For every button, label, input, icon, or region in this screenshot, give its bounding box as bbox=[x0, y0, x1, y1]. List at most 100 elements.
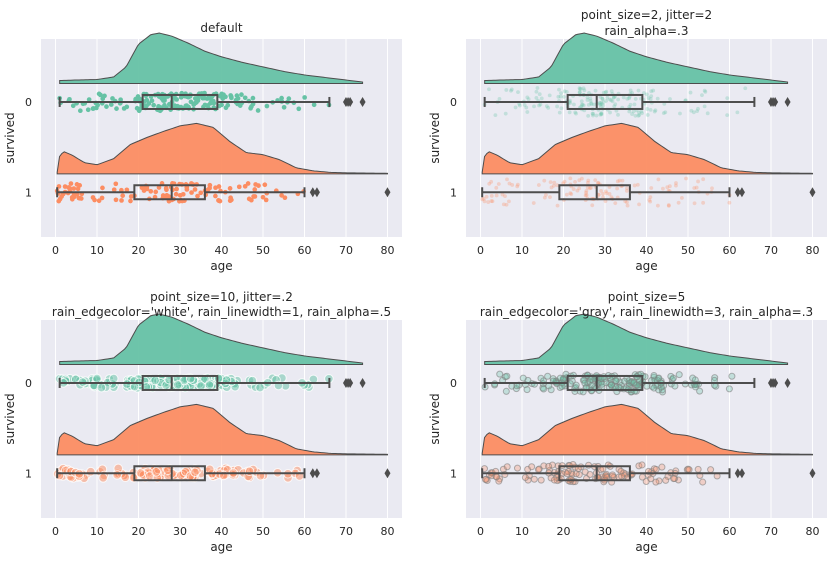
chart-panel-2: 010 10 20 30 40 50 60 70 80agesurvivedpoint_size… bbox=[428, 8, 827, 273]
rain-point bbox=[594, 113, 599, 118]
outlier-marker bbox=[784, 377, 791, 388]
chart-panel-4: 010 10 20 30 40 50 60 70 80agesurvivedpoint_size… bbox=[428, 290, 827, 554]
rain-point bbox=[610, 99, 615, 104]
rain-point bbox=[700, 93, 704, 98]
rain-point bbox=[701, 177, 706, 182]
rain-point bbox=[489, 179, 494, 184]
rain-point bbox=[607, 381, 615, 389]
rain-point bbox=[584, 193, 589, 197]
rain-point bbox=[562, 179, 567, 184]
rain-point bbox=[71, 186, 77, 191]
rain-point bbox=[213, 185, 218, 191]
rain-point bbox=[616, 112, 620, 117]
rain-point bbox=[625, 186, 629, 191]
rain-point bbox=[601, 100, 606, 105]
rain-point bbox=[138, 106, 143, 111]
rain-point bbox=[586, 470, 594, 479]
rain-point bbox=[592, 102, 597, 107]
rain-point bbox=[645, 92, 649, 97]
rain-point bbox=[186, 94, 191, 100]
x-tick-label: 20 bbox=[132, 525, 146, 538]
rain-point bbox=[489, 193, 494, 198]
x-tick-label: 50 bbox=[256, 525, 270, 538]
rain-point bbox=[568, 191, 573, 196]
rain-point bbox=[503, 372, 511, 380]
rain-point bbox=[85, 466, 96, 477]
rain-point bbox=[96, 198, 102, 204]
rain-point bbox=[486, 200, 491, 204]
rain-point bbox=[195, 193, 200, 199]
rain-point bbox=[638, 461, 646, 469]
rain-point bbox=[542, 195, 547, 200]
rain-point bbox=[633, 113, 638, 118]
outlier-marker bbox=[359, 96, 366, 107]
rain-point bbox=[616, 97, 621, 102]
rain-point bbox=[599, 100, 604, 105]
x-tick-label: 50 bbox=[681, 244, 695, 257]
rain-point bbox=[564, 89, 569, 94]
rain-point bbox=[153, 189, 159, 195]
rain-point bbox=[206, 95, 212, 101]
rain-point bbox=[625, 200, 629, 205]
rain-point bbox=[493, 113, 498, 118]
rain-point bbox=[561, 181, 566, 186]
outlier-marker bbox=[309, 468, 316, 479]
rain-point bbox=[75, 186, 81, 192]
rain-point bbox=[302, 95, 307, 100]
rain-point bbox=[547, 93, 552, 98]
x-tick-label: 0 bbox=[477, 525, 484, 538]
outlier-marker bbox=[738, 187, 745, 198]
rain-point bbox=[229, 197, 234, 203]
rain-point bbox=[607, 97, 612, 102]
rain-point bbox=[587, 186, 592, 191]
chart-title: point_size=5 bbox=[608, 290, 686, 304]
rain-point bbox=[666, 203, 671, 207]
rain-point bbox=[244, 466, 255, 477]
x-tick-label: 10 bbox=[515, 244, 529, 257]
rain-point bbox=[110, 96, 115, 101]
rain-point bbox=[599, 112, 604, 117]
x-tick-label: 50 bbox=[256, 244, 270, 257]
rain-point bbox=[632, 183, 637, 188]
rain-point bbox=[252, 187, 258, 192]
box-iqr bbox=[566, 93, 644, 110]
rain-point bbox=[90, 106, 96, 111]
rain-point bbox=[579, 176, 584, 181]
rain-point bbox=[282, 195, 288, 201]
y-tick-label: 1 bbox=[450, 186, 457, 199]
rain-point bbox=[600, 96, 605, 101]
rain-point bbox=[593, 88, 598, 93]
rain-point bbox=[604, 99, 609, 103]
rain-point bbox=[255, 382, 265, 393]
rain-point bbox=[577, 90, 582, 95]
rain-point bbox=[692, 201, 697, 206]
rain-point bbox=[534, 466, 542, 474]
rain-point bbox=[655, 203, 660, 208]
rain-point bbox=[504, 88, 509, 92]
rain-point bbox=[505, 177, 509, 182]
rain-point bbox=[648, 107, 653, 112]
rain-point bbox=[597, 100, 602, 105]
rain-point bbox=[662, 476, 670, 484]
rain-point bbox=[494, 185, 499, 190]
y-tick-label: 0 bbox=[25, 377, 32, 390]
rain-point bbox=[743, 86, 748, 91]
rain-point bbox=[696, 387, 704, 395]
x-tick-label: 20 bbox=[557, 244, 571, 257]
rain-point bbox=[260, 194, 266, 200]
rain-point bbox=[108, 102, 114, 107]
rain-point bbox=[507, 199, 511, 204]
rain-point bbox=[612, 377, 620, 385]
rain-point bbox=[151, 467, 161, 477]
cloud-1 bbox=[481, 122, 813, 175]
rain-point bbox=[584, 188, 589, 193]
rain-point bbox=[548, 180, 553, 185]
boxplot-1 bbox=[481, 465, 816, 482]
rain-point bbox=[517, 103, 522, 108]
rain-point bbox=[99, 195, 105, 201]
rain-point bbox=[559, 91, 563, 96]
rain-point bbox=[537, 103, 542, 108]
chart-title: rain_alpha=.3 bbox=[605, 24, 689, 38]
rain-point bbox=[586, 113, 591, 118]
rain-point bbox=[504, 202, 509, 207]
